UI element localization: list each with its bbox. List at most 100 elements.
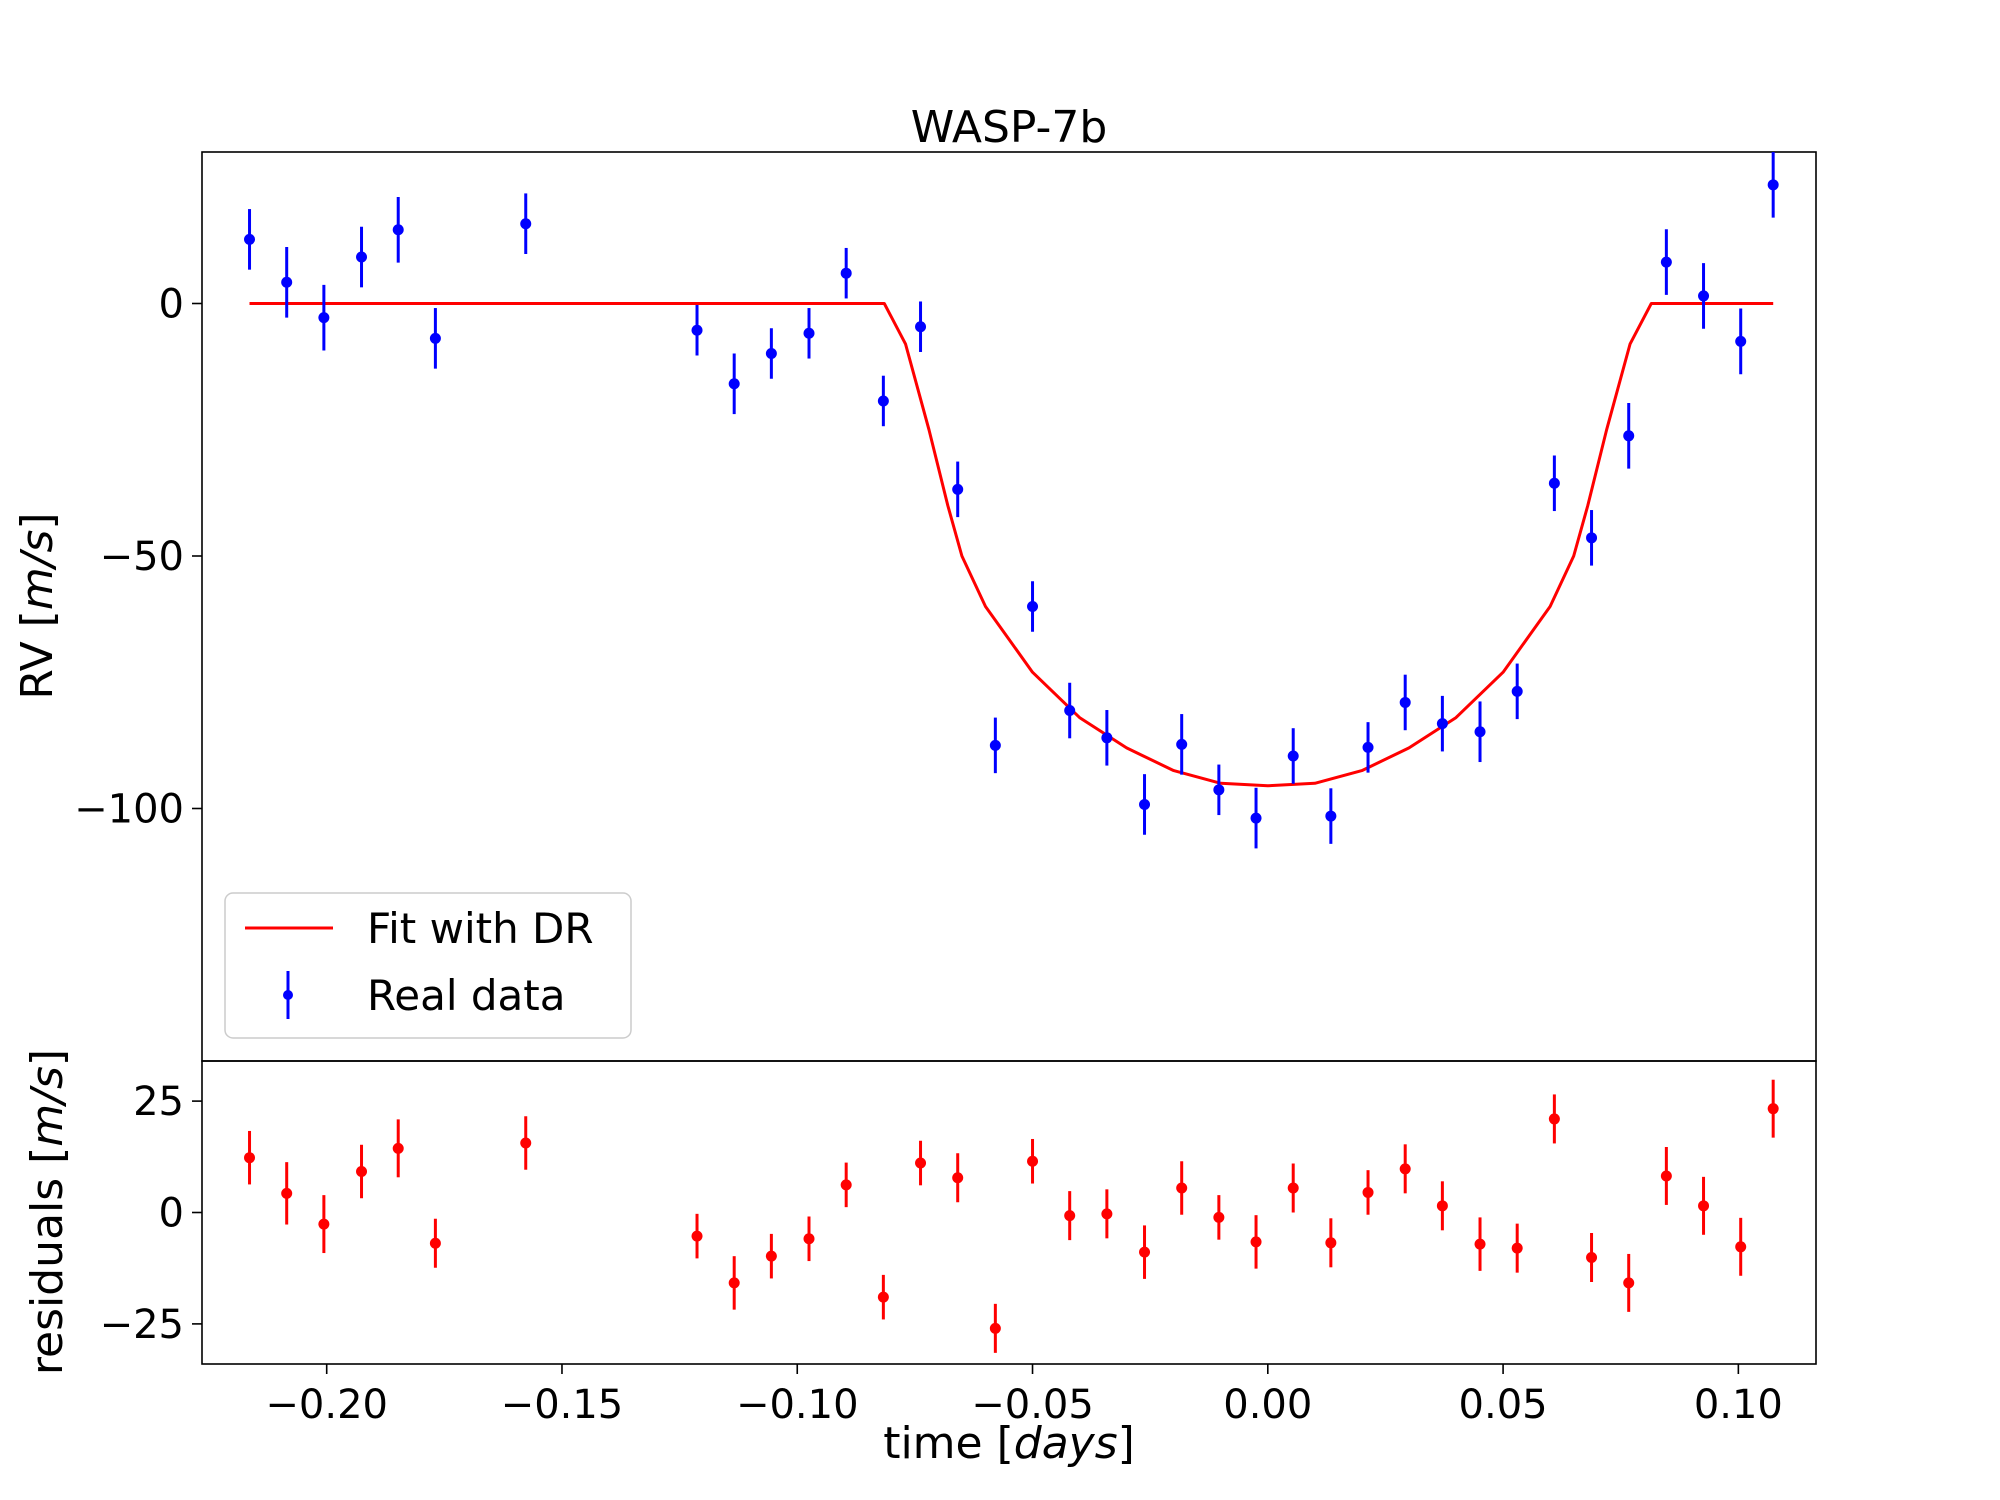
rv-point [915, 301, 927, 352]
residual-point-marker [1436, 1200, 1448, 1212]
rv-point-marker [1548, 477, 1560, 489]
residual-point [1287, 1163, 1299, 1213]
rv-point-marker [840, 267, 852, 279]
rv-point-marker [1213, 784, 1225, 796]
bottom-panel: 25 0 −25 residuals [m/s] [22, 1049, 1817, 1375]
rv-point [1436, 695, 1448, 752]
x-tick-label: 0.05 [1459, 1382, 1548, 1428]
y-tick-label: −25 [100, 1302, 184, 1348]
rv-point [1027, 581, 1039, 632]
residual-point [1213, 1195, 1225, 1240]
rv-data-points [244, 152, 1779, 849]
rv-point [1064, 682, 1076, 739]
residual-point-marker [1213, 1211, 1225, 1223]
rv-point-marker [877, 395, 889, 407]
residual-point [877, 1274, 889, 1320]
rv-point-marker [915, 321, 927, 333]
rv-point [318, 284, 330, 351]
residual-point [840, 1162, 852, 1208]
residual-point [356, 1144, 368, 1199]
residual-point-marker [877, 1291, 889, 1303]
rv-point-marker [1767, 179, 1779, 191]
rv-point [1660, 229, 1672, 295]
rv-point-marker [1511, 685, 1523, 697]
residual-point [1660, 1146, 1672, 1205]
residual-point-marker [1548, 1113, 1560, 1125]
rv-point [1287, 728, 1299, 784]
rv-point [356, 226, 368, 288]
rv-point-marker [356, 251, 368, 263]
residual-point-marker [318, 1218, 330, 1230]
rv-point-marker [1027, 601, 1039, 612]
rv-point [392, 196, 404, 263]
y-tick-label: −50 [100, 534, 184, 580]
rv-point-marker [1735, 335, 1747, 347]
residual-point-marker [1511, 1242, 1523, 1254]
rv-point [1250, 787, 1262, 849]
rv-point [1586, 510, 1598, 566]
residual-point [1101, 1189, 1113, 1239]
residual-point-marker [281, 1187, 293, 1199]
rv-point [765, 328, 777, 379]
x-tick-label: −0.10 [736, 1382, 859, 1428]
rv-point [728, 353, 740, 415]
rv-point [877, 375, 889, 427]
residual-point [318, 1195, 330, 1254]
rv-point-marker [1623, 430, 1635, 442]
rv-point [1767, 152, 1779, 218]
rv-point [840, 247, 852, 299]
residual-point-marker [1474, 1238, 1486, 1250]
rv-point-marker [1176, 738, 1188, 750]
residual-point [1399, 1144, 1411, 1194]
residual-point [520, 1116, 532, 1170]
rv-point [1213, 764, 1225, 816]
top-y-axis-label: RV [m/s] [12, 512, 63, 699]
rv-point [520, 193, 532, 255]
residual-point [952, 1153, 964, 1203]
residual-point-marker [989, 1322, 1001, 1334]
residual-point [1325, 1218, 1337, 1268]
fit-curve-layer [249, 302, 1774, 788]
residual-point [244, 1130, 256, 1185]
y-tick-label: 0 [159, 282, 184, 328]
residual-point [1436, 1181, 1448, 1231]
residual-point-marker [244, 1152, 256, 1164]
residual-point [1767, 1079, 1779, 1138]
rv-point [281, 246, 293, 318]
rv-point [1399, 674, 1411, 731]
fit-curve [249, 302, 1774, 788]
y-tick-label: −100 [74, 787, 184, 833]
top-panel: 0 −50 −100 RV [m/s] Fit with DR Real data [12, 151, 1817, 1062]
residual-point-marker [803, 1233, 815, 1245]
residual-point-marker [1250, 1236, 1262, 1248]
rv-point-marker [952, 483, 964, 495]
residual-point [1623, 1253, 1635, 1312]
x-tick-label: −0.05 [971, 1382, 1094, 1428]
residual-point [1735, 1217, 1747, 1276]
residual-point-marker [1027, 1155, 1039, 1167]
bottom-y-ticks: 25 0 −25 [100, 1079, 202, 1348]
residual-point [989, 1303, 1001, 1353]
rv-point-marker [989, 739, 1001, 751]
residual-point [1474, 1217, 1486, 1271]
residual-point [803, 1216, 815, 1262]
rv-point-marker [1698, 290, 1710, 302]
rv-point [429, 308, 441, 369]
legend-data-marker-icon [283, 990, 293, 1000]
residual-point-marker [765, 1250, 777, 1262]
residual-point-marker [952, 1172, 964, 1184]
residual-point [1027, 1138, 1039, 1184]
rv-point-marker [281, 276, 293, 288]
residual-point-marker [1623, 1277, 1635, 1289]
rv-point-marker [803, 327, 815, 339]
rv-point-marker [244, 233, 256, 245]
x-axis-label: time [days] [883, 1418, 1135, 1469]
rv-point-marker [1139, 798, 1151, 810]
rv-point [1139, 774, 1151, 835]
rv-point [1511, 663, 1523, 720]
rv-point-marker [765, 347, 777, 359]
residual-point [765, 1233, 777, 1279]
residual-data-points [244, 1079, 1779, 1353]
rv-point [1735, 308, 1747, 375]
